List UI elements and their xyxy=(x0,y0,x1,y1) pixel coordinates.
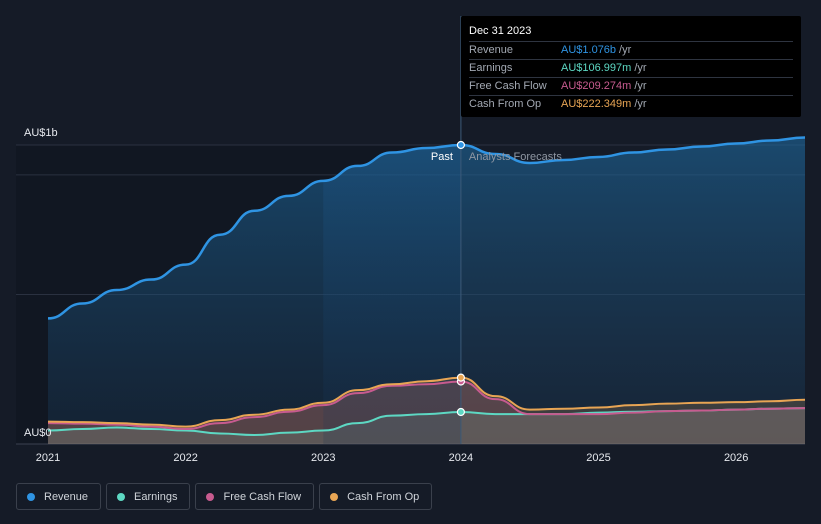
legend-label: Cash From Op xyxy=(347,490,420,503)
tooltip-row: Earnings AU$106.997m/yr xyxy=(469,60,793,78)
x-tick-label: 2025 xyxy=(586,452,610,464)
y-axis-label: AU$1b xyxy=(24,127,58,139)
marker-earnings xyxy=(456,407,466,417)
forecast-label: Analysts Forecasts xyxy=(469,151,562,163)
legend-label: Earnings xyxy=(134,490,178,503)
tooltip-row: Revenue AU$1.076b/yr xyxy=(469,42,793,60)
tooltip-date: Dec 31 2023 xyxy=(469,24,793,42)
axis-labels: AU$1b AU$0 2021 2022 2023 2024 2025 2026 Past Ana… xyxy=(24,127,748,464)
markers xyxy=(456,140,466,417)
x-tick-label: 2023 xyxy=(311,452,335,464)
legend: Revenue Earnings Free Cash Flow Cash From O… xyxy=(16,483,433,510)
past-label: Past xyxy=(431,151,453,163)
line-revenue xyxy=(47,136,806,320)
legend-item-revenue[interactable]: Revenue xyxy=(16,483,102,510)
legend-dot-icon xyxy=(330,492,339,501)
legend-dot-icon xyxy=(206,492,215,501)
series-lines xyxy=(47,16,806,444)
y-axis-label: AU$0 xyxy=(24,427,52,439)
line-free-cash-flow xyxy=(47,380,806,431)
tooltip-row-label: Free Cash Flow xyxy=(469,80,547,92)
legend-label: Free Cash Flow xyxy=(223,490,302,503)
x-tick-label: 2021 xyxy=(36,452,60,464)
tooltip-row-unit: /yr xyxy=(634,62,647,74)
legend-item-earnings[interactable]: Earnings xyxy=(106,483,191,510)
tooltip-row-label: Revenue xyxy=(469,44,514,56)
tooltip-row-unit: /yr xyxy=(634,98,647,110)
legend-item-cash-from-op[interactable]: Cash From Op xyxy=(319,483,433,510)
marker-revenue xyxy=(456,140,466,150)
x-tick-label: 2026 xyxy=(724,452,748,464)
legend-dot-icon xyxy=(117,492,126,501)
line-cash-from-op xyxy=(47,376,806,428)
tooltip-row-label: Cash From Op xyxy=(469,98,542,110)
tooltip-row-label: Earnings xyxy=(469,62,513,74)
tooltip-row-value: AU$222.349m xyxy=(561,98,632,110)
legend-dot-icon xyxy=(27,492,35,501)
tooltip-row-value: AU$209.274m xyxy=(561,80,632,92)
tooltip-row-unit: /yr xyxy=(619,44,632,56)
legend-label: Revenue xyxy=(44,490,89,503)
highlight-band xyxy=(323,145,461,444)
tooltip-row: Free Cash Flow AU$209.274m/yr xyxy=(469,78,793,96)
tooltip-row: Cash From Op AU$222.349m/yr xyxy=(469,96,793,113)
marker-cash-from-op xyxy=(456,373,466,382)
tooltip: Dec 31 2023 Revenue AU$1.076b/yr Earnings A… xyxy=(461,16,801,117)
tooltip-row-value: AU$106.997m xyxy=(561,62,632,74)
x-tick-label: 2024 xyxy=(449,452,473,464)
tooltip-row-value: AU$1.076b xyxy=(561,44,617,56)
tooltip-row-unit: /yr xyxy=(634,80,647,92)
tooltip-rows: Revenue AU$1.076b/yr Earnings AU$106.997m/y… xyxy=(469,42,793,113)
x-tick-label: 2022 xyxy=(173,452,197,464)
legend-item-free-cash-flow[interactable]: Free Cash Flow xyxy=(195,483,315,510)
